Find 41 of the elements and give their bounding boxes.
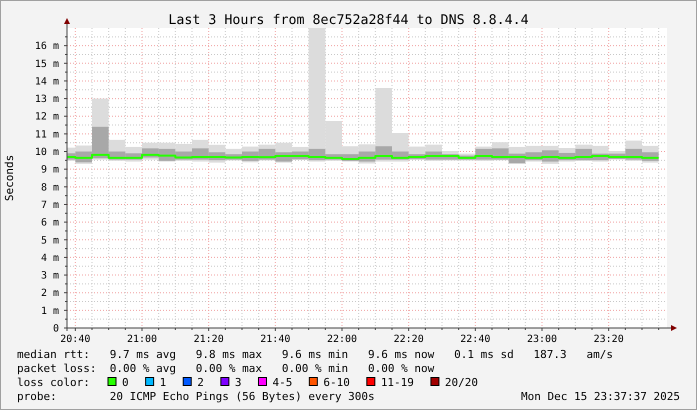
- x-tick-label: 21:40: [260, 334, 290, 345]
- x-tick-label: 21:20: [194, 334, 224, 345]
- y-tick-label: 4 m: [40, 252, 59, 264]
- y-tick-label: 11 m: [34, 129, 59, 140]
- x-tick-label: 21:00: [126, 334, 158, 345]
- y-tick-label: 9 m: [40, 164, 59, 176]
- legend-label: 0: [122, 376, 129, 389]
- legend-label: 1: [160, 376, 166, 389]
- legend-title: loss color:: [17, 376, 90, 389]
- y-axis-title: Seconds: [3, 154, 16, 202]
- text: Mon Dec 15 23:37:37 2025: [521, 390, 680, 403]
- text: median rtt: 9.7 ms avg 9.8 ms max 9.6 ms min 9.6 ms now 0.1 ms sd 187.3 am/s: [17, 348, 614, 361]
- x-tick-label: 22:00: [326, 334, 358, 345]
- x-tick-label: 22:20: [394, 334, 424, 345]
- y-tick-label: 12 m: [34, 112, 59, 123]
- legend-label: 11-19: [380, 376, 414, 389]
- y-tick-label: 13 m: [34, 94, 59, 106]
- y-tick-label: 8 m: [40, 182, 59, 194]
- y-tick-label: 16 m: [34, 41, 59, 52]
- y-tick-label: 6 m: [40, 218, 59, 229]
- legend-label: 4-5: [272, 376, 292, 389]
- legend-label: 20/20: [444, 376, 478, 389]
- text: packet loss: 0.00 % avg 0.00 % max 0.00 % min 0.00 % now: [17, 362, 435, 375]
- y-tick-label: 2 m: [40, 288, 59, 300]
- y-tick-label: 7 m: [40, 200, 59, 211]
- x-tick-label: 23:00: [526, 334, 558, 345]
- legend-label: 2: [197, 376, 204, 389]
- legend-label: 3: [234, 376, 242, 389]
- legend-label: 6-10: [323, 376, 350, 389]
- y-tick-label: 1 m: [40, 306, 59, 317]
- y-tick-label: 3 m: [40, 270, 59, 282]
- y-tick-label: 14 m: [34, 76, 59, 88]
- y-tick-label: 15 m: [34, 58, 59, 70]
- y-tick-label: 0: [52, 324, 59, 334]
- x-tick-label: 20:40: [60, 334, 90, 345]
- y-tick-label: 10 m: [34, 147, 59, 158]
- text: probe: 20 ICMP Echo Pings (56 Bytes) every 300s: [17, 390, 375, 403]
- y-tick-label: 5 m: [40, 235, 59, 246]
- x-tick-label: 22:40: [460, 334, 490, 345]
- x-tick-label: 23:20: [594, 334, 624, 345]
- chart-title: Last 3 Hours from 8ec752a28f44 to DNS 8.8.4.4: [168, 13, 529, 28]
